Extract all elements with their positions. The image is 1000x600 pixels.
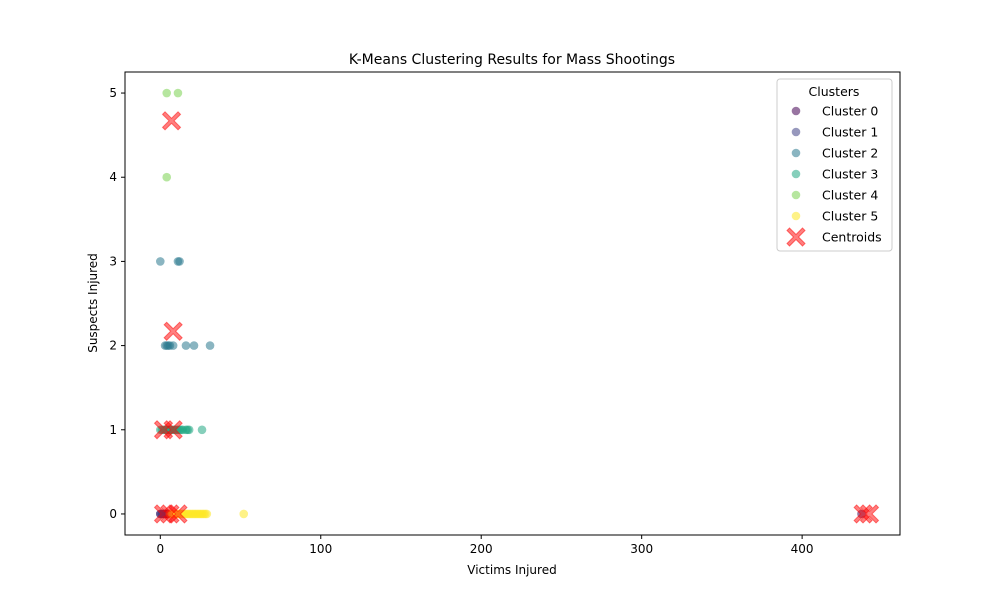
cluster-2-point (189, 341, 199, 350)
x-tick-label: 400 (791, 542, 814, 556)
y-axis-label: Suspects Injured (86, 253, 100, 353)
y-tick-label: 0 (109, 507, 117, 521)
y-axis: 0 1 2 3 4 5 (109, 86, 125, 521)
centroid-marker (163, 321, 183, 341)
x-tick-label: 0 (156, 542, 164, 556)
cluster-4-point (173, 88, 183, 98)
axes-frame (124, 71, 901, 536)
legend-title: Clusters (809, 84, 860, 99)
x-axis: 0 100 200 300 400 (156, 535, 814, 556)
centroid-marker (161, 111, 182, 131)
x-tick-label: 200 (470, 542, 493, 556)
cluster-5-point (239, 509, 249, 519)
legend-label: Centroids (822, 230, 882, 245)
cluster-2-point (156, 257, 165, 266)
centroid-marker (163, 420, 183, 440)
plot-area (153, 88, 880, 524)
cluster-2-point (205, 341, 215, 350)
cluster-5-point (202, 509, 212, 519)
y-tick-label: 4 (109, 170, 117, 184)
legend-marker (791, 190, 801, 200)
legend-entries: Cluster 0 Cluster 1 Cluster 2 Cluster 3 Clus… (786, 104, 882, 247)
x-axis-label: Victims Injured (467, 563, 556, 577)
y-tick-label: 5 (109, 86, 117, 100)
legend-marker (791, 211, 801, 221)
cluster-2-point (175, 257, 184, 266)
x-tick-label: 300 (630, 542, 653, 556)
y-tick-label: 2 (109, 339, 117, 353)
cluster-3-point (184, 425, 194, 435)
chart-title: K-Means Clustering Results for Mass Shoo… (349, 52, 675, 68)
cluster-3-point (197, 425, 207, 435)
cluster-2-point (168, 341, 178, 350)
centroid-marker (168, 504, 188, 524)
legend-label: Cluster 5 (822, 209, 878, 224)
y-tick-label: 3 (109, 254, 117, 268)
legend-marker (791, 148, 801, 158)
y-tick-label: 1 (109, 423, 117, 437)
legend-marker (786, 227, 806, 247)
legend-marker (791, 127, 801, 137)
cluster-2-point (181, 341, 191, 350)
legend-label: Cluster 2 (822, 146, 878, 161)
legend-label: Cluster 0 (822, 104, 878, 119)
legend-label: Cluster 3 (822, 167, 878, 182)
legend-marker (791, 106, 801, 116)
legend-label: Cluster 4 (822, 188, 878, 203)
centroid-marker (859, 504, 880, 524)
x-tick-label: 100 (309, 542, 332, 556)
legend-marker (791, 169, 801, 179)
cluster-4-point (162, 172, 172, 182)
legend-label: Cluster 1 (822, 125, 878, 140)
cluster-4-point (162, 88, 172, 98)
legend-box (776, 78, 893, 252)
